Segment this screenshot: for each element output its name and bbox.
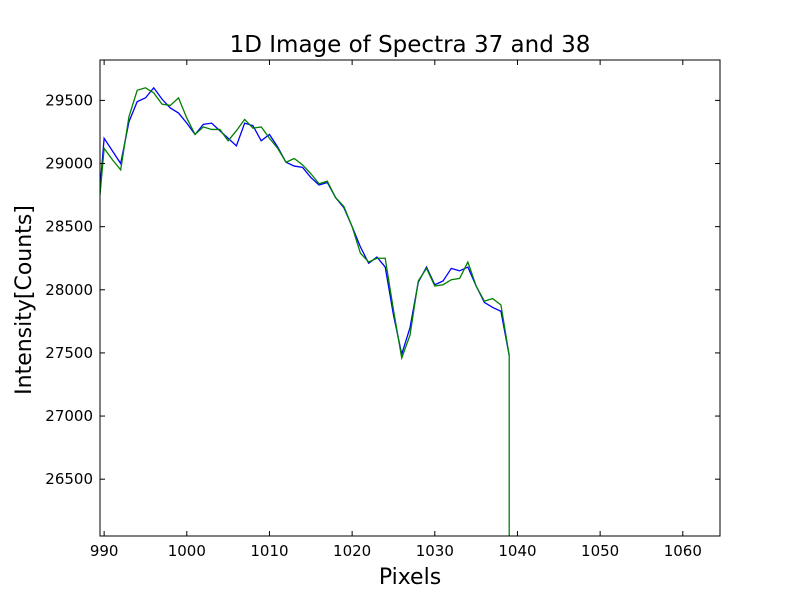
y-tick-label: 28000	[45, 281, 93, 299]
x-tick-label: 1010	[250, 542, 288, 560]
x-tick-label: 1000	[168, 542, 206, 560]
x-tick-label: 1060	[664, 542, 702, 560]
x-tick-label: 1050	[581, 542, 619, 560]
series-line-1	[100, 86, 510, 357]
ticks-layer: 990 1000 1010 1020 1030 1040 1050 1060 26500 2700…	[45, 60, 720, 560]
plot-frame	[99, 59, 721, 537]
y-tick-label: 27000	[45, 407, 93, 425]
x-tick-label: 1020	[333, 542, 371, 560]
y-tick-label: 29000	[45, 155, 93, 173]
x-axis-label: Pixels	[379, 565, 441, 590]
y-tick-label: 28500	[45, 218, 93, 236]
series-line-2	[100, 87, 510, 536]
y-tick-label: 29500	[45, 91, 93, 109]
x-tick-label: 1040	[498, 542, 536, 560]
y-tick-label: 27500	[45, 344, 93, 362]
y-axis-label: Intensity[Counts]	[12, 205, 37, 395]
x-tick-label: 1030	[416, 542, 454, 560]
x-tick-label: 990	[90, 542, 119, 560]
chart-title: 1D Image of Spectra 37 and 38	[230, 32, 591, 58]
series-layer	[100, 86, 510, 536]
y-tick-label: 26500	[45, 470, 93, 488]
